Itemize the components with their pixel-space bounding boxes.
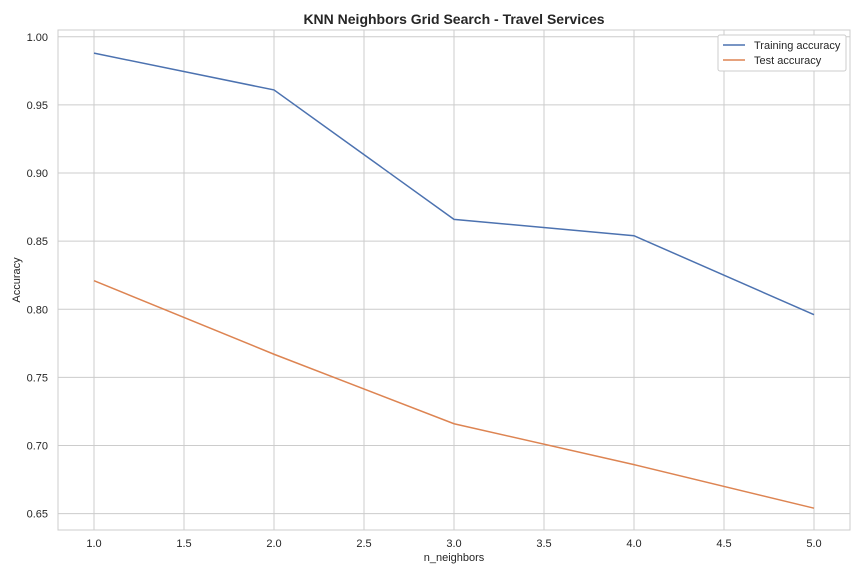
- x-tick-label: 4.0: [626, 538, 641, 550]
- x-tick-label: 3.0: [446, 538, 461, 550]
- plot-frame: [57, 29, 851, 531]
- x-tick-label: 5.0: [806, 538, 821, 550]
- x-tick-label: 4.5: [716, 538, 731, 550]
- y-tick-label: 0.70: [27, 441, 48, 453]
- legend: Training accuracy Test accuracy: [717, 34, 847, 72]
- y-tick-label: 0.65: [27, 509, 48, 521]
- y-tick-label: 0.95: [27, 100, 48, 112]
- series-line-training-accuracy: [93, 52, 815, 316]
- x-tick-label: 2.0: [266, 538, 281, 550]
- y-axis-ticks: 0.65 0.70 0.75 0.80 0.85 0.90 0.95 1.00: [27, 32, 48, 521]
- series-lines: [93, 52, 815, 509]
- chart-title: KNN Neighbors Grid Search - Travel Servi…: [303, 11, 604, 27]
- y-tick-label: 0.85: [27, 236, 48, 248]
- grid: [58, 30, 850, 530]
- legend-label-test: Test accuracy: [754, 55, 822, 67]
- series-line-test-accuracy: [93, 279, 815, 509]
- x-axis-label: n_neighbors: [424, 552, 485, 564]
- y-tick-label: 0.75: [27, 372, 48, 384]
- y-tick-label: 0.80: [27, 304, 48, 316]
- x-tick-label: 1.0: [86, 538, 101, 550]
- x-tick-label: 3.5: [536, 538, 551, 550]
- legend-box: [717, 34, 847, 72]
- x-tick-label: 1.5: [176, 538, 191, 550]
- y-axis-label: Accuracy: [11, 257, 23, 303]
- x-tick-label: 2.5: [356, 538, 371, 550]
- legend-label-training: Training accuracy: [754, 40, 841, 52]
- y-tick-label: 1.00: [27, 32, 48, 44]
- y-tick-label: 0.90: [27, 168, 48, 180]
- x-axis-ticks: 1.0 1.5 2.0 2.5 3.0 3.5 4.0 4.5 5.0: [86, 538, 821, 550]
